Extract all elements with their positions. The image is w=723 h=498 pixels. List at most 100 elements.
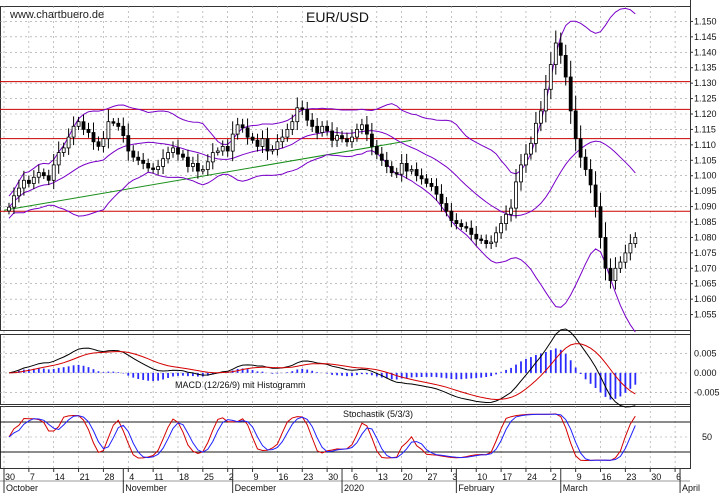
candle-bearish: [434, 186, 439, 195]
candle-bullish: [335, 135, 340, 141]
candle-bearish: [588, 169, 593, 186]
candle-bullish: [166, 152, 171, 160]
candle-bullish: [519, 164, 523, 183]
date-tick-label: 3: [452, 472, 457, 482]
candle-bullish: [359, 124, 364, 130]
date-tick-label: 9: [254, 472, 259, 482]
price-tick-label: 1.085: [694, 217, 717, 227]
candle-bearish: [598, 206, 603, 238]
candle-bullish: [280, 136, 285, 143]
grid-lines: [0, 0, 691, 469]
candle-bullish: [509, 207, 514, 215]
candle-bearish: [195, 162, 200, 172]
candle-bullish: [61, 147, 66, 153]
date-tick-label: 23: [303, 472, 313, 482]
date-tick-label: 6: [353, 472, 358, 482]
price-tick-label: 1.070: [694, 263, 717, 273]
date-tick-label: 6: [676, 472, 681, 482]
candle-bullish: [260, 138, 265, 147]
candle-bullish: [12, 195, 16, 208]
stochastic-tick-label: 50: [702, 432, 712, 442]
candle-bullish: [270, 149, 275, 152]
candle-bearish: [449, 210, 454, 221]
date-tick-label: 9: [577, 472, 582, 482]
stochastic-panel: [0, 413, 690, 462]
price-tick-label: 1.080: [694, 232, 717, 242]
candle-bearish: [389, 166, 394, 174]
candle-bearish: [345, 138, 349, 143]
date-tick-label: 23: [626, 472, 636, 482]
bollinger-lower-band: [8, 150, 636, 333]
candle-bullish: [220, 145, 225, 152]
price-tick-label: 1.105: [694, 155, 717, 165]
candle-bearish: [131, 150, 136, 158]
candle-bullish: [320, 125, 325, 133]
month-label: October: [6, 483, 38, 493]
candle-bearish: [141, 159, 146, 164]
candle-bearish: [429, 182, 434, 187]
candle-bearish: [330, 130, 335, 141]
candle-bullish: [76, 121, 81, 127]
month-label: April: [682, 483, 700, 493]
axes: 1.150 1.145 1.140 1.135 1.130 1.125 1.120 1.115…: [0, 16, 720, 493]
candle-bearish: [126, 135, 131, 152]
candle-bearish: [255, 139, 260, 147]
candle-bearish: [379, 153, 384, 161]
candle-bearish: [121, 125, 126, 137]
date-tick-label: 13: [378, 472, 388, 482]
candle-bearish: [608, 267, 613, 281]
date-tick-label: 25: [204, 472, 214, 482]
price-tick-label: 1.090: [694, 202, 717, 212]
candle-bullish: [71, 125, 76, 138]
candle-bullish: [205, 161, 210, 170]
candle-bearish: [593, 184, 598, 208]
candle-bullish: [534, 122, 538, 144]
candle-bullish: [399, 162, 404, 175]
candle-bearish: [404, 162, 409, 172]
candle-bearish: [424, 178, 429, 184]
price-tick-label: 1.095: [694, 186, 717, 196]
candle-bullish: [350, 136, 354, 143]
candle-bearish: [325, 125, 330, 132]
date-tick-label: 27: [428, 472, 438, 482]
month-label: November: [125, 483, 167, 493]
macd-panel: [0, 328, 690, 408]
candle-bullish: [618, 261, 623, 269]
candle-bearish: [454, 220, 459, 224]
candle-bearish: [86, 128, 91, 133]
candle-bullish: [499, 223, 504, 234]
candle-bearish: [578, 138, 583, 158]
candle-bullish: [171, 147, 175, 153]
candle-bullish: [161, 158, 166, 167]
price-tick-label: 1.115: [694, 124, 716, 134]
candle-bullish: [524, 153, 528, 166]
price-tick-label: 1.135: [694, 63, 717, 73]
candle-bearish: [563, 55, 568, 78]
price-tick-label: 1.100: [694, 171, 717, 181]
candle-bullish: [553, 42, 558, 66]
candle-bearish: [384, 159, 389, 167]
macd-tick-label: 0.000: [694, 368, 717, 378]
candle-bearish: [459, 223, 464, 227]
candle-bullish: [623, 252, 628, 263]
date-tick-label: 28: [104, 472, 114, 482]
candle-bearish: [310, 119, 315, 127]
candle-bullish: [529, 142, 533, 155]
candle-bullish: [548, 64, 553, 90]
candle-bullish: [36, 172, 41, 178]
date-tick-label: 21: [80, 472, 90, 482]
month-label: March: [563, 483, 588, 493]
candle-bearish: [265, 138, 270, 152]
candle-bearish: [558, 42, 563, 56]
candle-bullish: [409, 169, 414, 172]
candle-bearish: [484, 240, 489, 244]
candle-bullish: [494, 232, 499, 243]
candle-bearish: [374, 145, 379, 155]
date-tick-label: 10: [477, 472, 487, 482]
candle-bearish: [185, 156, 190, 167]
candle-bearish: [340, 135, 344, 140]
candle-bearish: [568, 76, 573, 112]
candle-bearish: [26, 179, 31, 184]
candle-bullish: [106, 121, 111, 140]
